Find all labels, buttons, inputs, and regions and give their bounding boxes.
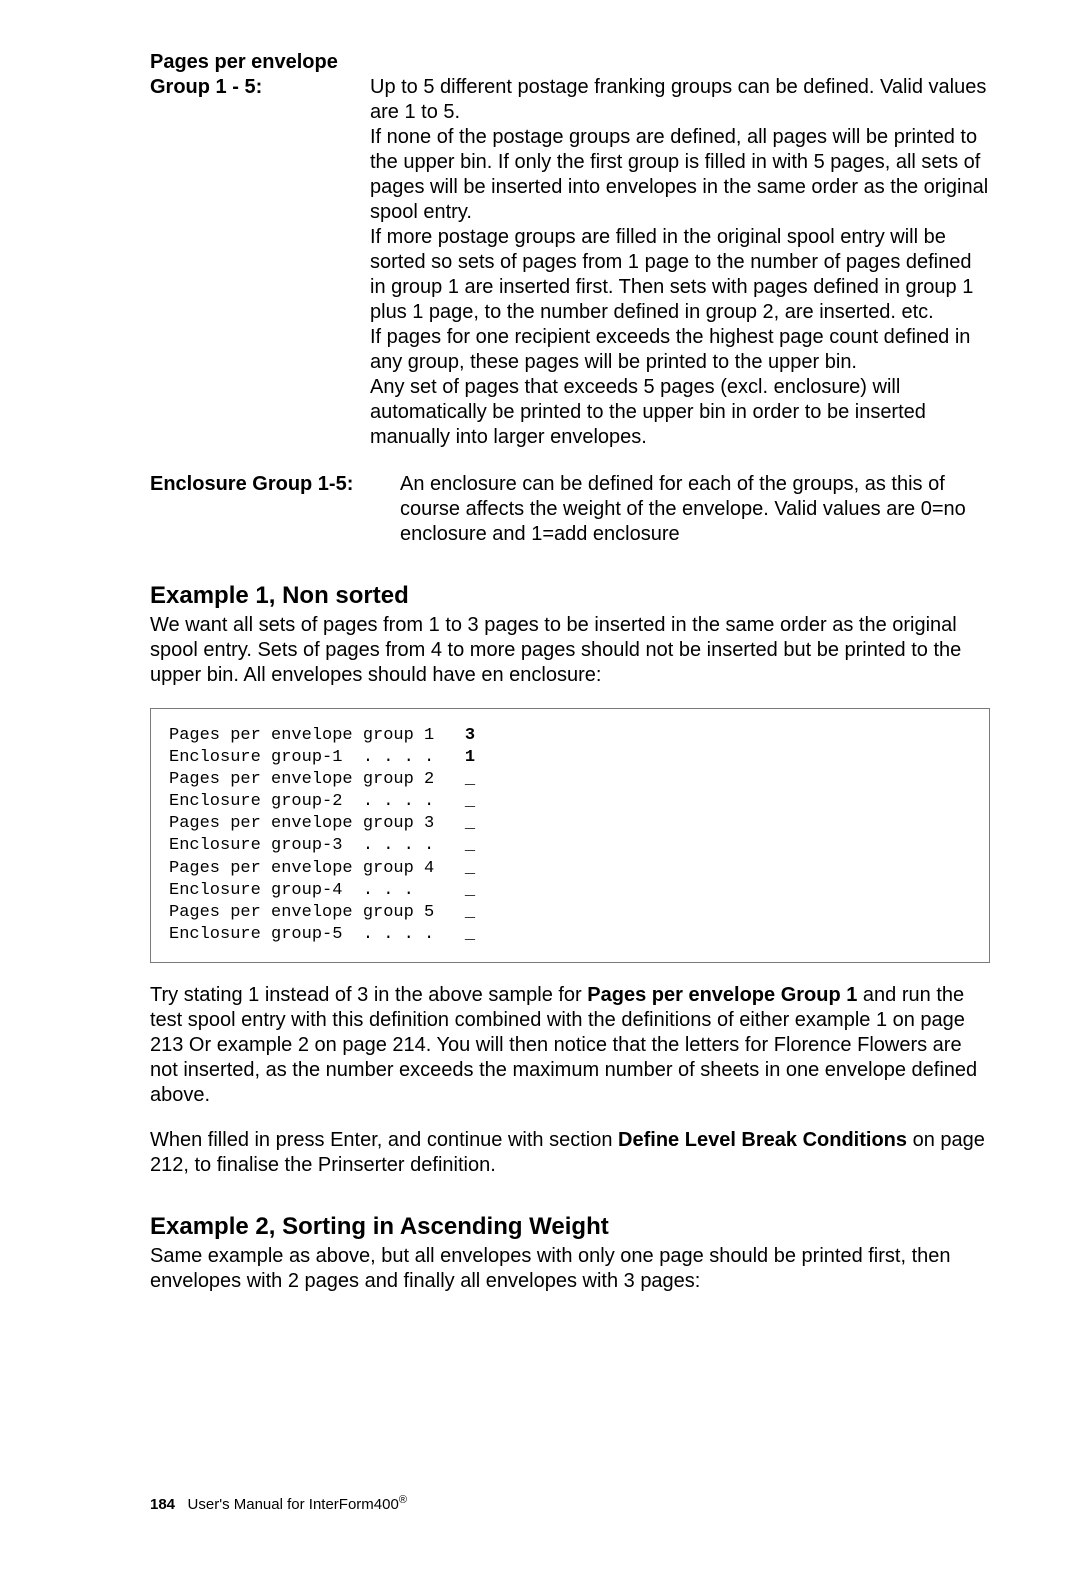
- code-line-2a: Enclosure group-1 . . . .: [169, 748, 465, 767]
- label-group-1-5: Group 1 - 5:: [150, 75, 370, 125]
- group-body-p4: If pages for one recipient exceeds the h…: [370, 325, 990, 375]
- code-line-2b: 1: [465, 748, 475, 767]
- footer-text: User's Manual for InterForm400: [188, 1496, 399, 1513]
- code-line-1a: Pages per envelope group 1: [169, 726, 465, 745]
- page-footer: 184 User's Manual for InterForm400®: [150, 1494, 990, 1515]
- code-line-5: Pages per envelope group 3 _: [169, 814, 475, 833]
- group-body-p5: Any set of pages that exceeds 5 pages (e…: [370, 375, 990, 450]
- spacer: [150, 1198, 990, 1212]
- code-line-3: Pages per envelope group 2 _: [169, 770, 475, 789]
- footer-registered: ®: [399, 1494, 407, 1506]
- label-enclosure-group: Enclosure Group 1-5:: [150, 472, 400, 547]
- example1-para3-a: When filled in press Enter, and continue…: [150, 1129, 618, 1151]
- spacer: [150, 450, 990, 472]
- example1-para2: Try stating 1 instead of 3 in the above …: [150, 983, 990, 1108]
- code-line-7: Pages per envelope group 4 _: [169, 859, 475, 878]
- page-number: 184: [150, 1496, 175, 1513]
- enclosure-group-block: Enclosure Group 1-5: An enclosure can be…: [150, 472, 990, 547]
- pages-per-envelope-block: Pages per envelope Group 1 - 5: Up to 5 …: [150, 50, 990, 450]
- code-line-1b: 3: [465, 726, 475, 745]
- example1-para3-bold: Define Level Break Conditions: [618, 1129, 907, 1151]
- example1-intro: We want all sets of pages from 1 to 3 pa…: [150, 613, 990, 688]
- example1-para2-a: Try stating 1 instead of 3 in the above …: [150, 984, 587, 1006]
- example1-para3: When filled in press Enter, and continue…: [150, 1128, 990, 1178]
- group-row: Group 1 - 5: Up to 5 different postage f…: [150, 75, 990, 125]
- spacer: [150, 547, 990, 581]
- heading-example-1: Example 1, Non sorted: [150, 581, 990, 611]
- code-block-example1: Pages per envelope group 1 3 Enclosure g…: [150, 708, 990, 963]
- enclosure-group-body: An enclosure can be defined for each of …: [400, 472, 990, 547]
- label-pages-per-envelope: Pages per envelope: [150, 50, 990, 75]
- heading-example-2: Example 2, Sorting in Ascending Weight: [150, 1212, 990, 1242]
- code-line-6: Enclosure group-3 . . . . _: [169, 836, 475, 855]
- code-line-4: Enclosure group-2 . . . . _: [169, 792, 475, 811]
- group-body-first: Up to 5 different postage franking group…: [370, 75, 990, 125]
- code-line-8: Enclosure group-4 . . . _: [169, 881, 475, 900]
- group-body-p3: If more postage groups are filled in the…: [370, 225, 990, 325]
- code-line-10: Enclosure group-5 . . . . _: [169, 925, 475, 944]
- example2-intro: Same example as above, but all envelopes…: [150, 1244, 990, 1294]
- group-body-p2: If none of the postage groups are define…: [370, 125, 990, 225]
- example1-para2-bold: Pages per envelope Group 1: [587, 984, 857, 1006]
- code-line-9: Pages per envelope group 5 _: [169, 903, 475, 922]
